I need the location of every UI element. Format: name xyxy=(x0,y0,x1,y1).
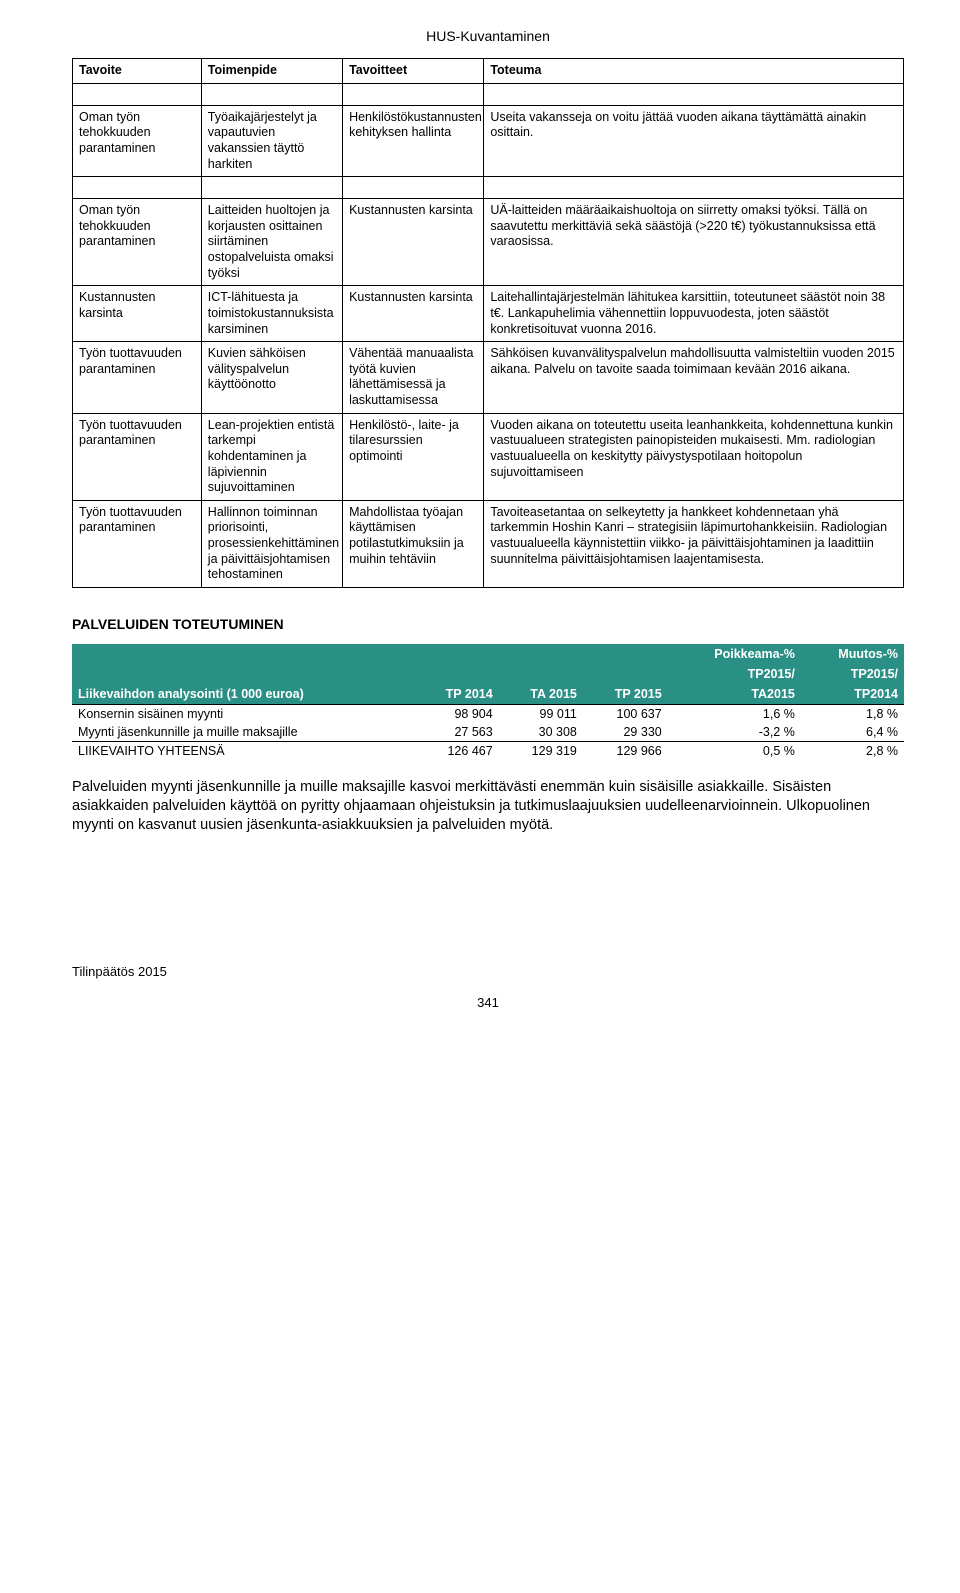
table-cell: Vuoden aikana on toteutettu useita leanh… xyxy=(484,413,904,500)
table-cell: UÄ-laitteiden määräaikaishuoltoja on sii… xyxy=(484,199,904,286)
table-cell: 2,8 % xyxy=(801,741,904,760)
page-footer: Tilinpäätös 2015 341 xyxy=(72,964,904,1010)
table-cell: 99 011 xyxy=(499,704,583,723)
table-row: Konsernin sisäinen myynti98 90499 011100… xyxy=(72,704,904,723)
table-cell: Laitteiden huoltojen ja korjausten ositt… xyxy=(201,199,342,286)
col-tavoitteet: Tavoitteet xyxy=(343,59,484,84)
table-row: Oman työn tehokkuuden parantaminenTyöaik… xyxy=(73,105,904,177)
table-cell: Työn tuottavuuden parantaminen xyxy=(73,500,202,587)
table-cell: Henkilöstökustannusten kehityksen hallin… xyxy=(343,105,484,177)
table-cell: Henkilöstö-, laite- ja tilaresurssien op… xyxy=(343,413,484,500)
table-total-row: LIIKEVAIHTO YHTEENSÄ126 467129 319129 96… xyxy=(72,741,904,760)
section-title: PALVELUIDEN TOTEUTUMINEN xyxy=(72,616,904,632)
table-cell: Konsernin sisäinen myynti xyxy=(72,704,414,723)
dh-blank2 xyxy=(414,644,499,664)
table-cell: 27 563 xyxy=(414,723,499,742)
table-cell: 129 319 xyxy=(499,741,583,760)
table-cell: Kustannusten karsinta xyxy=(343,286,484,342)
table-cell: Oman työn tehokkuuden parantaminen xyxy=(73,105,202,177)
col-tavoite: Tavoite xyxy=(73,59,202,84)
col-toimenpide: Toimenpide xyxy=(201,59,342,84)
table-cell: ICT-lähituesta ja toimistokustannuksista… xyxy=(201,286,342,342)
table-cell: Hallinnon toiminnan priorisointi, proses… xyxy=(201,500,342,587)
dh-tp2015: TP 2015 xyxy=(583,684,668,705)
dhu-blank2 xyxy=(414,664,499,684)
dhu-blank3 xyxy=(499,664,583,684)
table-cell: LIIKEVAIHTO YHTEENSÄ xyxy=(72,741,414,760)
table-cell: 98 904 xyxy=(414,704,499,723)
table-cell: 1,8 % xyxy=(801,704,904,723)
dhu-tp2015b: TP2015/ xyxy=(801,664,904,684)
table-cell: Laitehallintajärjestelmän lähitukea kars… xyxy=(484,286,904,342)
body-paragraph: Palveluiden myynti jäsenkunnille ja muil… xyxy=(72,778,904,835)
dhu-blank4 xyxy=(583,664,668,684)
dhu-tp2015a: TP2015/ xyxy=(668,664,801,684)
table-cell: Kuvien sähköisen välityspalvelun käyttöö… xyxy=(201,342,342,414)
table-row: Kustannusten karsintaICT-lähituesta ja t… xyxy=(73,286,904,342)
table-cell: Oman työn tehokkuuden parantaminen xyxy=(73,199,202,286)
table-cell: Työn tuottavuuden parantaminen xyxy=(73,413,202,500)
table-cell: Vähentää manuaalista työtä kuvien lähett… xyxy=(343,342,484,414)
dh-poikkeama: Poikkeama-% xyxy=(668,644,801,664)
table-cell: 29 330 xyxy=(583,723,668,742)
table-cell: Työn tuottavuuden parantaminen xyxy=(73,342,202,414)
table-cell: Lean-projektien entistä tarkempi kohdent… xyxy=(201,413,342,500)
dh-blank3 xyxy=(499,644,583,664)
dh-tp2014: TP 2014 xyxy=(414,684,499,705)
table-cell: Sähköisen kuvanvälityspalvelun mahdollis… xyxy=(484,342,904,414)
dh-label: Liikevaihdon analysointi (1 000 euroa) xyxy=(72,684,414,705)
dh-blank4 xyxy=(583,644,668,664)
table-cell: 6,4 % xyxy=(801,723,904,742)
goals-table: Tavoite Toimenpide Tavoitteet Toteuma Om… xyxy=(72,58,904,588)
table-cell: Työaikajärjestelyt ja vapautuvien vakans… xyxy=(201,105,342,177)
table-cell: Myynti jäsenkunnille ja muille maksajill… xyxy=(72,723,414,742)
col-toteuma: Toteuma xyxy=(484,59,904,84)
table-row: Oman työn tehokkuuden parantaminenLaitte… xyxy=(73,199,904,286)
table-cell: Kustannusten karsinta xyxy=(73,286,202,342)
dh-muutos: Muutos-% xyxy=(801,644,904,664)
table-cell: 0,5 % xyxy=(668,741,801,760)
table-cell: Mahdollistaa työajan käyttämisen potilas… xyxy=(343,500,484,587)
table-row: Työn tuottavuuden parantaminenHallinnon … xyxy=(73,500,904,587)
page: HUS-Kuvantaminen Tavoite Toimenpide Tavo… xyxy=(0,0,960,1050)
footer-page-number: 341 xyxy=(477,995,499,1010)
table-row: Myynti jäsenkunnille ja muille maksajill… xyxy=(72,723,904,742)
table-row: Työn tuottavuuden parantaminenKuvien säh… xyxy=(73,342,904,414)
revenue-table: Poikkeama-% Muutos-% TP2015/ TP2015/ Lii… xyxy=(72,644,904,760)
table-cell: 1,6 % xyxy=(668,704,801,723)
table-cell: -3,2 % xyxy=(668,723,801,742)
table-cell: 129 966 xyxy=(583,741,668,760)
doc-header: HUS-Kuvantaminen xyxy=(72,28,904,44)
table-cell: Tavoiteasetantaa on selkeytetty ja hankk… xyxy=(484,500,904,587)
dh-ta2015: TA 2015 xyxy=(499,684,583,705)
dhu-blank1 xyxy=(72,664,414,684)
dh-ta2015r: TA2015 xyxy=(668,684,801,705)
table-cell: 100 637 xyxy=(583,704,668,723)
table-row: Työn tuottavuuden parantaminenLean-proje… xyxy=(73,413,904,500)
table-cell: Useita vakansseja on voitu jättää vuoden… xyxy=(484,105,904,177)
table-cell: 30 308 xyxy=(499,723,583,742)
dh-blank1 xyxy=(72,644,414,664)
table-cell: Kustannusten karsinta xyxy=(343,199,484,286)
table-cell: 126 467 xyxy=(414,741,499,760)
dh-tp2014r: TP2014 xyxy=(801,684,904,705)
footer-left: Tilinpäätös 2015 xyxy=(72,964,167,979)
